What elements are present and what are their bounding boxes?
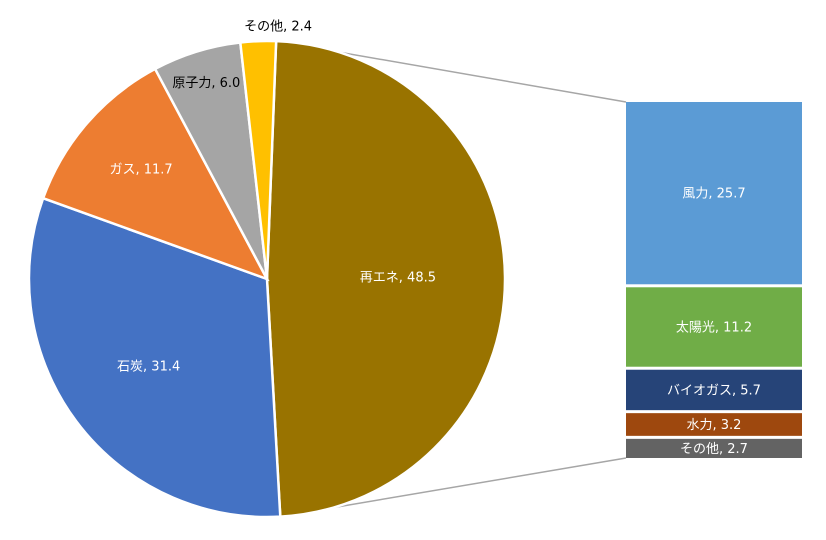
- bar-label-0: 風力, 25.7: [682, 187, 745, 202]
- pie-label-1: 石炭, 31.4: [117, 360, 180, 375]
- pie-slice-0: [265, 39, 507, 518]
- bar-segment-0: [626, 102, 802, 285]
- bar-label-4: その他, 2.7: [680, 442, 748, 457]
- pie: [27, 39, 507, 519]
- bar-label-2: バイオガス, 5.7: [667, 383, 761, 398]
- bar-label-1: 太陽光, 11.2: [676, 321, 752, 336]
- pie-slice-1: [27, 196, 282, 519]
- bar-label-3: 水力, 3.2: [687, 418, 742, 433]
- bar-segment-1: [626, 287, 802, 367]
- data-labels: 再エネ, 48.5 石炭, 31.4 ガス, 11.7 原子力, 6.0 その他, 2.…: [109, 20, 761, 457]
- bar-segment-4: [626, 438, 802, 458]
- bar-segment-2: [626, 369, 802, 411]
- stacked-bar: [626, 102, 802, 458]
- pie-slice-4: [238, 39, 278, 280]
- pie-label-3: 原子力, 6.0: [172, 76, 240, 91]
- pie-label-0: 再エネ, 48.5: [360, 270, 436, 285]
- pie-label-4: その他, 2.4: [244, 20, 312, 35]
- bar-segment-3: [626, 413, 802, 436]
- pie-label-2: ガス, 11.7: [109, 162, 172, 177]
- pie-slice-2: [41, 67, 270, 282]
